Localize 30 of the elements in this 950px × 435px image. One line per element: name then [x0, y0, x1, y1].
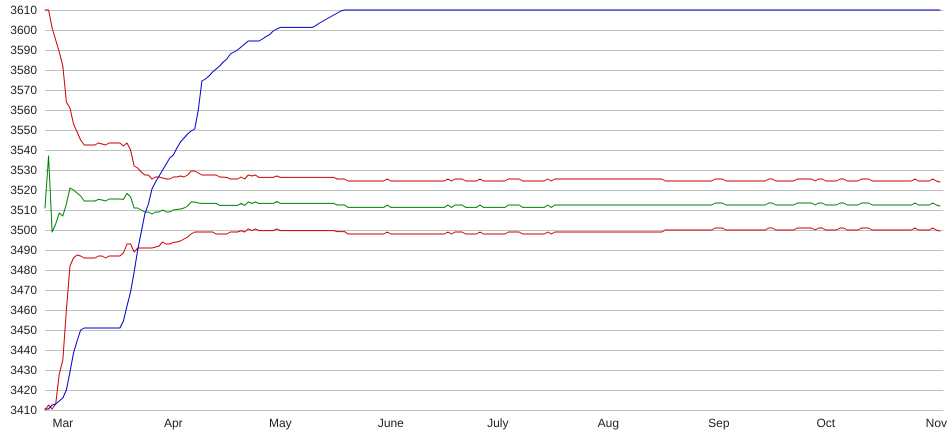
x-tick-label: Mar	[52, 416, 74, 430]
x-tick-label: Sep	[708, 416, 730, 430]
y-tick-label: 3600	[10, 23, 38, 37]
y-tick-label: 3540	[10, 143, 38, 157]
y-tick-label: 3580	[10, 63, 38, 77]
y-tick-label: 3520	[10, 183, 38, 197]
x-tick-label: May	[268, 416, 292, 430]
x-tick-label: Oct	[816, 416, 836, 430]
y-tick-label: 3460	[10, 303, 38, 317]
y-tick-label: 3490	[10, 243, 38, 257]
y-tick-label: 3570	[10, 83, 38, 97]
y-tick-label: 3610	[10, 3, 38, 17]
y-tick-label: 3420	[10, 383, 38, 397]
x-tick-label: Nov	[926, 416, 947, 430]
y-tick-label: 3590	[10, 43, 38, 57]
y-tick-label: 3480	[10, 263, 38, 277]
x-tick-label: July	[487, 416, 508, 430]
y-tick-label: 3500	[10, 223, 38, 237]
y-tick-label: 3450	[10, 323, 38, 337]
y-tick-label: 3510	[10, 203, 38, 217]
y-tick-label: 3550	[10, 123, 38, 137]
x-tick-label: Apr	[164, 416, 183, 430]
y-tick-label: 3560	[10, 103, 38, 117]
x-tick-label: Aug	[598, 416, 619, 430]
y-tick-label: 3440	[10, 343, 38, 357]
y-tick-label: 3530	[10, 163, 38, 177]
x-tick-label: June	[378, 416, 404, 430]
y-tick-label: 3430	[10, 363, 38, 377]
y-tick-label: 3410	[10, 403, 38, 417]
y-tick-label: 3470	[10, 283, 38, 297]
